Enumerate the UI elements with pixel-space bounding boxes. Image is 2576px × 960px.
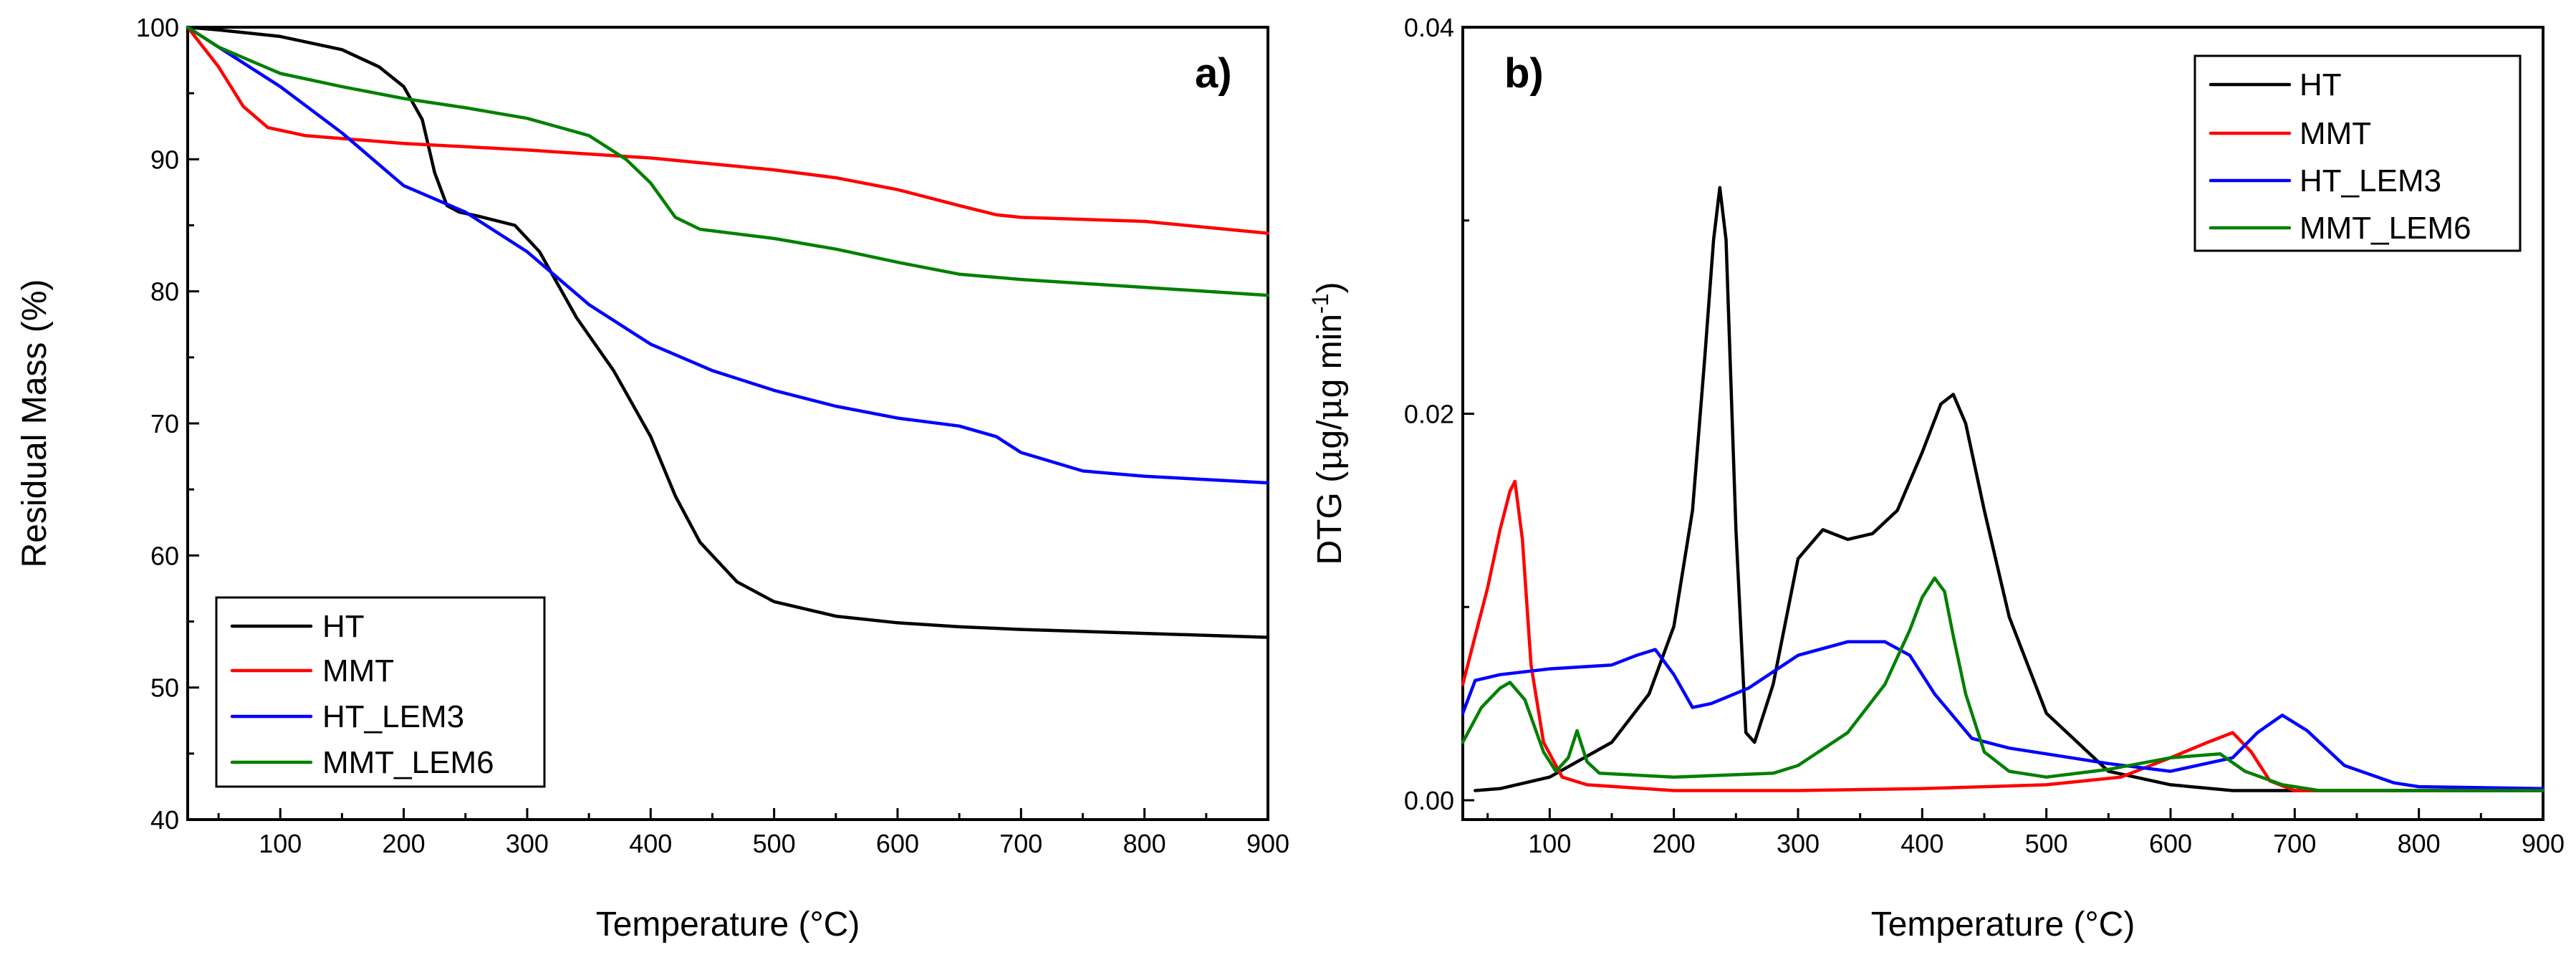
panel-a: 100 200 300 400 500 600 700 800 900 40 50 60 70 80 90 1… <box>16 13 1289 944</box>
panel-b-ytick-label-0: 0.00 <box>1404 786 1454 815</box>
panel-a-ylabel: Residual Mass (%) <box>16 279 54 568</box>
panel-b-legend: HT MMT HT_LEM3 MMT_LEM6 <box>2193 54 2522 252</box>
panel-b-ylabel-unit: g min <box>1311 314 1349 398</box>
panel-a-xtick-label-700: 700 <box>999 829 1042 858</box>
panel-b-xtick-label-500: 500 <box>2025 829 2068 858</box>
panel-b-ylabel-mu1: μ <box>1309 449 1350 471</box>
panel-a-series-ht <box>186 25 1270 639</box>
panel-b-xtick-label-200: 200 <box>1653 829 1696 858</box>
panel-b-xtick-label-600: 600 <box>2149 829 2192 858</box>
legend-b-label-mmt: MMT <box>2299 116 2371 151</box>
panel-a-ytick-label-5: 90 <box>150 145 179 174</box>
panel-a-xtick-label-800: 800 <box>1123 829 1166 858</box>
panel-b-ytick-label-2: 0.04 <box>1404 13 1454 42</box>
panel-b-plot-frame <box>1461 26 2544 821</box>
panel-b-xtick-label-700: 700 <box>2273 829 2316 858</box>
panel-b-series <box>1461 186 2545 792</box>
legend-b-label-ht-lem3: HT_LEM3 <box>2299 163 2441 198</box>
panel-b-xtick-label-400: 400 <box>1900 829 1943 858</box>
panel-b-xtick-label-100: 100 <box>1528 829 1571 858</box>
panel-a-series <box>186 25 1270 639</box>
legend-b-label-mmt-lem6: MMT_LEM6 <box>2299 211 2471 246</box>
panel-b-xtick-label-900: 900 <box>2522 829 2565 858</box>
panel-a-ticks: 100 200 300 400 500 600 700 800 900 40 50 60 70 80 90 1… <box>136 13 1289 858</box>
panel-a-series-mmt <box>186 25 1270 235</box>
panel-b-ylabel-close: ) <box>1311 282 1349 294</box>
panel-a-xtick-label-200: 200 <box>383 829 426 858</box>
panel-b-series-mmt <box>1461 479 2545 792</box>
panel-b-xtick-label-300: 300 <box>1777 829 1820 858</box>
panel-a-ytick-label-2: 60 <box>150 541 179 570</box>
panel-a-xtick-label-100: 100 <box>259 829 302 858</box>
legend-a-label-mmt-lem6: MMT_LEM6 <box>322 745 494 780</box>
panel-b-ylabel-sup: -1 <box>1307 294 1333 314</box>
panel-a-legend-box <box>215 596 546 788</box>
panel-b-xlabel: Temperature (°C) <box>1871 906 2135 944</box>
legend-b-label-ht: HT <box>2299 67 2342 102</box>
panel-b-ticks: 100 200 300 400 500 600 700 800 900 0.00 0.02 0.04 <box>1404 13 2565 858</box>
panel-a-legend: HT MMT HT_LEM3 MMT_LEM6 <box>215 596 546 788</box>
panel-b-series-ht-lem3 <box>1461 640 2545 791</box>
legend-a-label-mmt: MMT <box>322 653 394 688</box>
panel-b-ylabel-main: DTG ( <box>1311 471 1349 565</box>
panel-a-xtick-label-900: 900 <box>1246 829 1289 858</box>
panel-b: 100 200 300 400 500 600 700 800 9000.000.020.04 … <box>1307 13 2565 944</box>
panel-b-ytick-label-1: 0.02 <box>1404 400 1454 429</box>
panel-b-legend-box <box>2193 54 2522 252</box>
panel-a-ytick-label-4: 80 <box>150 277 179 307</box>
panel-a-series-mmt-lem6 <box>186 25 1270 297</box>
panel-a-ytick-label-3: 70 <box>150 409 179 438</box>
panel-a-ytick-label-1: 50 <box>150 673 179 703</box>
panel-a-ytick-label-6: 100 <box>136 13 179 42</box>
panel-a-series-ht-lem3 <box>186 25 1270 485</box>
panel-b-ylabel: DTG (μg/μg min-1) <box>1307 282 1350 565</box>
panel-a-xlabel: Temperature (°C) <box>596 906 860 944</box>
panel-a-xtick-label-500: 500 <box>753 829 796 858</box>
panel-b-label: b) <box>1504 50 1544 97</box>
legend-a-label-ht-lem3: HT_LEM3 <box>322 699 464 734</box>
panel-a-xtick-label-400: 400 <box>629 829 672 858</box>
panel-b-ylabel-mu2: μ <box>1309 398 1350 420</box>
panel-b-series-mmt-lem6 <box>1461 576 2545 792</box>
legend-a-label-ht: HT <box>322 609 365 644</box>
panel-a-ytick-label-0: 40 <box>150 805 179 835</box>
panel-b-series-ht <box>1474 186 2545 792</box>
panel-a-xtick-label-600: 600 <box>876 829 919 858</box>
panel-b-ylabel-mid: g/ <box>1311 420 1349 449</box>
panel-b-xtick-label-800: 800 <box>2398 829 2441 858</box>
panel-a-xtick-label-300: 300 <box>506 829 549 858</box>
panel-a-label: a) <box>1195 50 1232 97</box>
